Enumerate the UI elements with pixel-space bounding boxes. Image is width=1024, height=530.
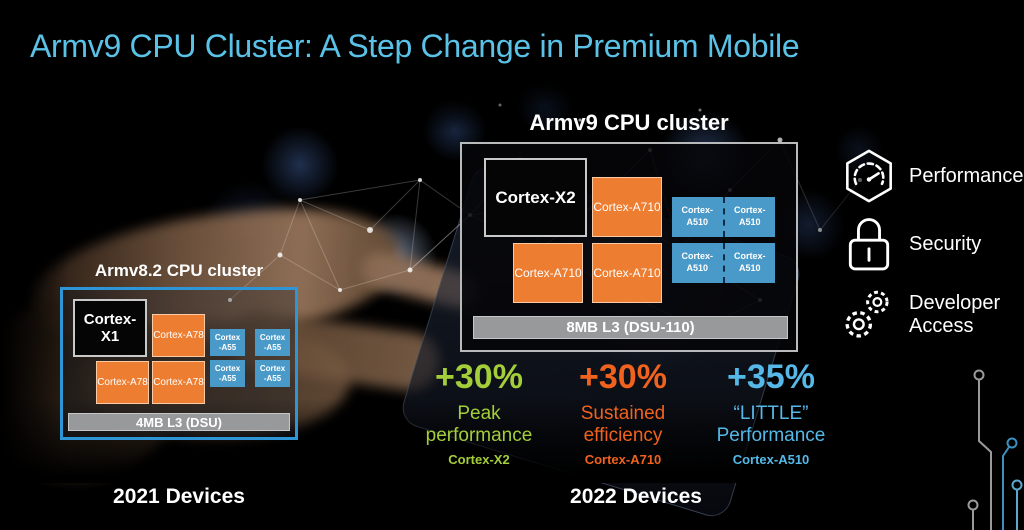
feature-performance: Performance xyxy=(842,147,1024,205)
stat-little-performance: +35% “LITTLE” Performance Cortex-A510 xyxy=(696,358,846,467)
stat-desc-line: efficiency xyxy=(583,424,663,446)
stat-desc-line: Peak xyxy=(457,402,501,424)
core-cortex-a55: Cortex -A55 xyxy=(255,329,290,356)
feature-security: Security xyxy=(842,215,981,273)
core-label: A510 xyxy=(686,263,708,273)
feature-label: Security xyxy=(909,232,982,255)
stat-desc-line: performance xyxy=(425,424,533,446)
core-cortex-a710: Cortex-A710 xyxy=(513,243,583,303)
core-label: Cortex xyxy=(259,363,286,373)
stat-core-name: Cortex-A710 xyxy=(584,451,662,467)
v82-cluster-title: Armv8.2 CPU cluster xyxy=(94,261,264,280)
core-label: Cortex xyxy=(214,363,241,373)
feature-developer-access: Developer Access xyxy=(842,287,1004,343)
stat-value: +35% xyxy=(727,358,815,396)
core-label: Cortex xyxy=(214,332,241,342)
stat-desc-line: “LITTLE” xyxy=(733,402,809,424)
core-label: Cortex- xyxy=(733,251,766,262)
core-label: -A55 xyxy=(263,342,282,352)
core-cortex-a55: Cortex -A55 xyxy=(255,360,290,387)
core-cortex-a55: Cortex -A55 xyxy=(210,360,245,387)
core-cortex-a55: Cortex -A55 xyxy=(210,329,245,356)
core-cortex-a710: Cortex-A710 xyxy=(592,243,662,303)
year-label-2022: 2022 Devices xyxy=(570,485,702,508)
core-cortex-a710: Cortex-A710 xyxy=(592,177,662,237)
core-label: Cortex- xyxy=(733,205,766,216)
performance-gauge-icon xyxy=(842,147,896,205)
stat-desc-line: Sustained xyxy=(580,402,666,424)
v9-cluster-box: Cortex-X2 Cortex-A710 Cortex-A710 Cortex… xyxy=(460,142,798,352)
stat-desc-line: Performance xyxy=(716,424,826,446)
core-label: -A55 xyxy=(218,373,237,383)
core-cortex-a510-pair: Cortex- A510 Cortex- A510 xyxy=(672,243,775,283)
feature-label: Performance xyxy=(909,164,1024,187)
stat-desc: “LITTLE” Performance xyxy=(696,403,846,447)
stat-core-name: Cortex-X2 xyxy=(448,451,510,467)
stat-value: +30% xyxy=(579,358,667,396)
core-label: Cortex- xyxy=(681,205,713,216)
core-label: -A55 xyxy=(218,342,237,352)
security-lock-icon xyxy=(842,215,896,273)
developer-gears-icon xyxy=(842,287,896,343)
stat-sustained-efficiency: +30% Sustained efficiency Cortex-A710 xyxy=(548,358,698,467)
year-label-2021: 2021 Devices xyxy=(113,485,245,508)
core-label: Cortex xyxy=(259,332,286,342)
core-cortex-x2: Cortex-X2 xyxy=(484,158,587,237)
core-cortex-x1: Cortex-X1 xyxy=(73,299,147,357)
core-cortex-a78: Cortex-A78 xyxy=(152,361,205,404)
core-cortex-a510: Cortex- A510 xyxy=(722,243,775,283)
core-cortex-a510: Cortex- A510 xyxy=(722,197,775,237)
stat-value: +30% xyxy=(435,358,523,396)
core-cortex-a78: Cortex-A78 xyxy=(96,361,149,404)
v82-l3-cache-bar: 4MB L3 (DSU) xyxy=(68,413,290,431)
core-label: -A55 xyxy=(263,373,282,383)
core-label: A510 xyxy=(686,217,708,227)
stat-desc: Peak performance xyxy=(404,403,554,447)
slide-title: Armv9 CPU Cluster: A Step Change in Prem… xyxy=(30,28,800,64)
core-label: Cortex- xyxy=(681,251,713,262)
v9-cluster-title: Armv9 CPU cluster xyxy=(529,110,729,135)
core-label: A510 xyxy=(738,263,761,273)
stat-desc: Sustained efficiency xyxy=(548,403,698,447)
core-cortex-a510: Cortex- A510 xyxy=(672,243,723,283)
core-cortex-a78: Cortex-A78 xyxy=(152,314,205,357)
stat-peak-performance: +30% Peak performance Cortex-X2 xyxy=(404,358,554,467)
core-cortex-a510: Cortex- A510 xyxy=(672,197,723,237)
v9-l3-cache-bar: 8MB L3 (DSU-110) xyxy=(473,316,788,339)
v82-cluster-box: Cortex-X1 Cortex-A78 Cortex-A78 Cortex-A… xyxy=(60,287,298,440)
stat-core-name: Cortex-A510 xyxy=(732,451,810,467)
feature-label: Developer Access xyxy=(909,292,1001,337)
core-label: A510 xyxy=(738,217,761,227)
core-cortex-a510-pair: Cortex- A510 Cortex- A510 xyxy=(672,197,775,237)
